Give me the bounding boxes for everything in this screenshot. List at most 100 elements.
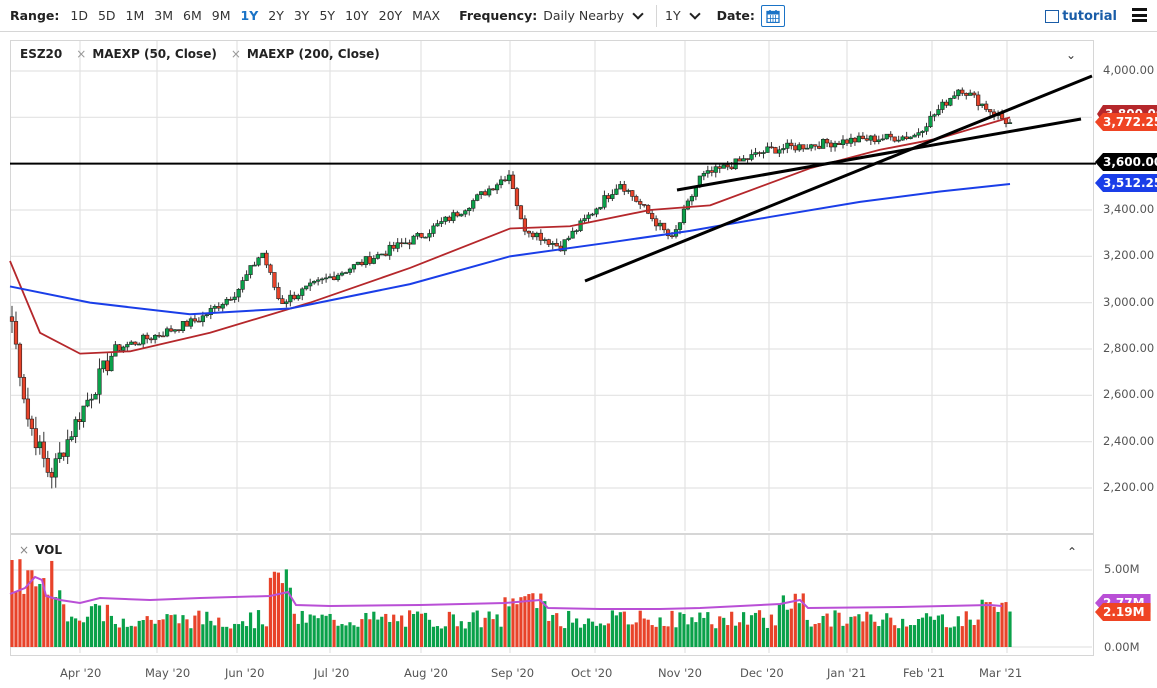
range-button-max[interactable]: MAX: [412, 8, 441, 23]
time-tick-label: Jan '21: [827, 666, 867, 680]
volume-bar: [865, 611, 869, 647]
volume-bar: [1000, 602, 1004, 647]
range-button-9m[interactable]: 9M: [211, 8, 231, 23]
candle-up: [164, 328, 170, 337]
volume-bar: [50, 560, 54, 647]
candle-up: [121, 346, 126, 351]
symbol-label: ESZ20: [20, 47, 63, 61]
price-tick-label: 3,400.00: [1103, 202, 1155, 216]
candle-up: [284, 301, 289, 304]
menu-icon-bar: [1132, 13, 1147, 17]
volume-bar: [400, 615, 404, 647]
candle-down: [359, 261, 364, 266]
remove-study-icon[interactable]: ×: [230, 47, 241, 61]
volume-bar: [419, 613, 424, 647]
range-button-10y[interactable]: 10Y: [345, 8, 369, 23]
volume-ma-line: [9, 575, 1003, 610]
range-button-1m[interactable]: 1M: [125, 8, 145, 23]
remove-study-icon[interactable]: ×: [76, 47, 87, 61]
volume-bar: [217, 617, 221, 647]
candle-up: [765, 146, 770, 153]
candle-down: [391, 244, 396, 249]
volume-bar: [348, 622, 352, 647]
volume-bar: [801, 593, 805, 647]
volume-bar: [738, 622, 742, 647]
remove-volume-icon[interactable]: ×: [19, 543, 30, 557]
volume-bar: [284, 569, 288, 647]
volume-bar: [467, 621, 471, 647]
frequency-dropdown[interactable]: Daily Nearby: [543, 7, 652, 23]
volume-bar: [89, 606, 94, 647]
candle-down: [530, 232, 535, 238]
volume-bar: [968, 619, 972, 647]
candle-up: [212, 306, 217, 309]
tutorial-link[interactable]: tutorial: [1045, 9, 1117, 24]
candle-down: [455, 212, 460, 217]
period-value: 1Y: [665, 8, 681, 23]
range-button-6m[interactable]: 6M: [183, 8, 202, 23]
volume-bar: [992, 606, 996, 647]
volume-bar: [857, 614, 861, 647]
volume-bar: [726, 625, 730, 647]
candle-up: [375, 254, 380, 259]
volume-bar: [288, 587, 292, 647]
candle-up: [876, 139, 881, 142]
candle-up: [463, 210, 468, 215]
volume-bar: [105, 604, 110, 647]
volume-bar: [606, 623, 611, 647]
volume-legend: × VOL: [19, 543, 62, 557]
volume-bar: [320, 614, 324, 647]
volume-bar: [380, 616, 384, 647]
candle-up: [312, 280, 317, 284]
range-button-2y[interactable]: 2Y: [268, 8, 284, 23]
range-button-5d[interactable]: 5D: [97, 8, 116, 23]
candle-up: [300, 288, 305, 296]
study-ma50-label: MAEXP (50, Close): [92, 47, 217, 61]
candle-down: [105, 360, 110, 372]
volume-bar: [614, 615, 618, 647]
volume-bar: [1004, 602, 1008, 647]
candle-up: [713, 166, 718, 173]
volume-bar: [145, 616, 149, 647]
range-button-5y[interactable]: 5Y: [319, 8, 336, 23]
range-button-1y[interactable]: 1Y: [240, 8, 259, 23]
volume-bar: [901, 618, 905, 647]
volume-tick-label: 0.00M: [1104, 640, 1140, 654]
volume-bar: [646, 619, 650, 647]
volume-bar: [233, 623, 237, 647]
volume-bar: [535, 608, 539, 647]
hamburger-menu-button[interactable]: [1132, 8, 1147, 25]
volume-bar: [976, 619, 980, 647]
range-button-3m[interactable]: 3M: [154, 8, 174, 23]
candle-up: [487, 188, 492, 196]
range-button-3y[interactable]: 3Y: [293, 8, 310, 23]
candle-down: [526, 230, 531, 234]
collapse-price-panel-button[interactable]: ⌄: [1066, 48, 1077, 62]
period-dropdown[interactable]: 1Y: [665, 7, 709, 23]
candle-down: [331, 276, 337, 281]
volume-bar: [630, 624, 634, 647]
volume-bar: [292, 613, 296, 647]
range-button-1d[interactable]: 1D: [70, 8, 88, 23]
candle-up: [316, 279, 321, 282]
volume-bar: [670, 610, 674, 647]
candle-down: [976, 94, 981, 106]
volume-bar: [666, 626, 670, 647]
volume-bar: [133, 626, 137, 647]
candle-up: [566, 237, 571, 240]
candle-down: [538, 232, 543, 241]
range-button-20y[interactable]: 20Y: [378, 8, 403, 23]
candle-down: [864, 138, 869, 141]
volume-bar: [777, 604, 781, 647]
candle-up: [689, 196, 695, 202]
volume-bar: [54, 597, 58, 647]
calendar-button[interactable]: [760, 4, 785, 27]
volume-bar: [813, 624, 817, 647]
candle-down: [184, 321, 190, 327]
candle-up: [188, 318, 194, 327]
volume-bar: [920, 617, 925, 647]
volume-bar: [66, 621, 70, 647]
collapse-volume-panel-button[interactable]: ⌃: [1067, 545, 1078, 559]
candle-up: [685, 200, 691, 210]
